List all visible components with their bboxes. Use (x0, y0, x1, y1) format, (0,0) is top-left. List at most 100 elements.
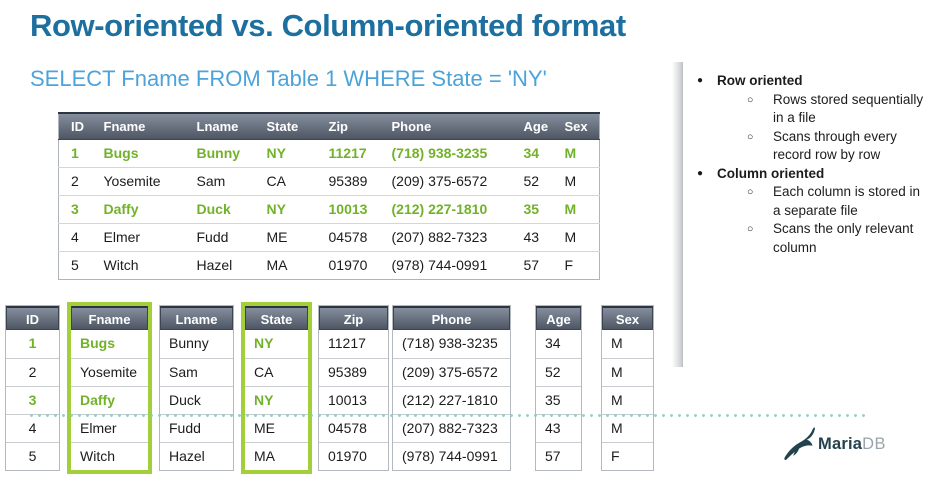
table-cell: Sam (184, 166, 255, 195)
column-box-fname: Fname Bugs Yosemite Daffy Elmer Witch (67, 302, 152, 474)
table-cell: Yosemite (91, 166, 185, 195)
column-header-zip: Zip (319, 306, 388, 330)
column-header-phone: Phone (393, 306, 510, 330)
table-cell: (978) 744-0991 (393, 442, 510, 470)
table-header-row: ID Fname Lname State Zip Phone Age Sex (58, 112, 600, 140)
note-subitem-text: Scans through every record row by row (773, 128, 897, 163)
table-row: 2 Yosemite Sam CA 95389 (209) 375-6572 52 M (58, 166, 600, 195)
note-subitem: ○ Each column is stored in a separate fil… (743, 183, 930, 220)
bullet-icon: ● (697, 167, 704, 179)
table-cell: 34 (511, 138, 553, 167)
column-box-zip: Zip 11217 95389 10013 04578 01970 (318, 305, 389, 471)
table-cell: ME (254, 222, 317, 251)
note-subitem-text: Each column is stored in a separate file (773, 184, 921, 218)
table-cell: (209) 375-6572 (379, 166, 512, 195)
column-header-state: State (254, 112, 317, 140)
page-title: Row-oriented vs. Column-oriented format (30, 8, 626, 43)
table-cell: (718) 938-3235 (379, 138, 512, 167)
table-cell: Hazel (184, 250, 255, 279)
logo-text-maria: Maria (818, 434, 863, 453)
table-cell: 43 (511, 222, 553, 251)
table-cell: 4 (6, 414, 59, 442)
table-cell: 2 (58, 166, 92, 195)
bullet-icon: ● (697, 75, 704, 86)
column-header-fname: Fname (91, 112, 185, 140)
table-cell: 01970 (316, 250, 380, 279)
column-box-phone: Phone (718) 938-3235 (209) 375-6572 (212) 2… (392, 305, 511, 471)
table-cell: (212) 227-1810 (393, 386, 510, 414)
table-cell: Witch (71, 442, 148, 470)
table-cell: 11217 (328, 335, 366, 351)
column-header-id: ID (58, 112, 92, 140)
circle-bullet-icon: ○ (747, 93, 754, 106)
table-row: 3 Daffy Duck NY 10013 (212) 227-1810 35 M (58, 194, 600, 223)
table-cell: Bunny (184, 138, 255, 167)
table-cell: 3 (58, 194, 92, 223)
table-cell: 34 (545, 335, 561, 351)
table-cell: 01970 (319, 442, 388, 470)
table-cell: 95389 (316, 166, 380, 195)
table-cell: 2 (6, 358, 59, 386)
column-divider-shadow (672, 62, 683, 367)
table-cell: F (552, 250, 600, 279)
table-cell: Sam (160, 358, 233, 386)
column-header-age: Age (511, 112, 553, 140)
table-cell: Fudd (184, 222, 255, 251)
table-cell: Daffy (91, 194, 185, 223)
table-cell: 43 (536, 414, 581, 442)
table-cell: M (602, 386, 653, 414)
table-cell: MA (254, 250, 317, 279)
sql-query-text: SELECT Fname FROM Table 1 WHERE State = … (30, 66, 547, 91)
table-cell: (718) 938-3235 (402, 335, 498, 351)
column-header-zip: Zip (316, 112, 380, 140)
table-cell: M (552, 222, 600, 251)
table-cell: 04578 (316, 222, 380, 251)
table-row: 1 Bugs Bunny NY 11217 (718) 938-3235 34 M (58, 138, 600, 167)
dotted-separator-line (30, 414, 870, 417)
table-cell: Bugs (91, 138, 185, 167)
mariadb-seal-icon (784, 427, 816, 461)
circle-bullet-icon: ○ (747, 223, 754, 235)
table-cell: M (611, 335, 623, 351)
table-cell: 04578 (319, 414, 388, 442)
table-cell: CA (254, 166, 317, 195)
table-cell: 10013 (316, 194, 380, 223)
table-cell: 95389 (319, 358, 388, 386)
table-cell: Hazel (160, 442, 233, 470)
table-cell: Duck (160, 386, 233, 414)
table-cell: NY (245, 386, 308, 414)
column-box-age: Age 34 52 35 43 57 (535, 305, 582, 471)
mariadb-logo: Maria DB (784, 427, 886, 461)
column-box-lname: Lname Bunny Sam Duck Fudd Hazel (159, 305, 234, 471)
column-box-sex: Sex M M M M F (601, 305, 654, 471)
note-subitem: ○ Rows stored sequentially in a file (743, 91, 930, 128)
table-cell: M (552, 194, 600, 223)
column-oriented-table: ID 1 2 3 4 5 Fname Bugs Yosemite Daffy Elmer Witch L… (5, 302, 665, 480)
table-cell: M (552, 166, 600, 195)
table-cell: Duck (184, 194, 255, 223)
table-cell: Elmer (71, 414, 148, 442)
note-label: Row oriented (717, 73, 803, 88)
table-cell: (209) 375-6572 (393, 358, 510, 386)
column-header-sex: Sex (552, 112, 600, 140)
column-header-phone: Phone (379, 112, 512, 140)
column-header-lname: Lname (184, 112, 255, 140)
table-cell: 3 (6, 386, 59, 414)
circle-bullet-icon: ○ (747, 186, 754, 198)
table-cell: Elmer (91, 222, 185, 251)
note-subitem-text: Rows stored sequentially in a file (773, 91, 924, 126)
table-cell: 4 (58, 222, 92, 251)
note-subitem: ○ Scans through every record row by row (743, 128, 930, 165)
table-cell: Witch (91, 250, 185, 279)
column-header-id: ID (6, 306, 59, 330)
note-label: Column oriented (717, 165, 825, 181)
table-cell: Fudd (160, 414, 233, 442)
table-cell: 57 (536, 442, 581, 470)
table-cell: 10013 (319, 386, 388, 414)
table-cell: 35 (536, 386, 581, 414)
table-cell: 1 (58, 138, 92, 167)
row-oriented-table: ID Fname Lname State Zip Phone Age Sex 1 Bugs Bun… (58, 112, 600, 280)
table-cell: 35 (511, 194, 553, 223)
table-row: 4 Elmer Fudd ME 04578 (207) 882-7323 43 M (58, 222, 600, 251)
table-cell: M (552, 138, 600, 167)
